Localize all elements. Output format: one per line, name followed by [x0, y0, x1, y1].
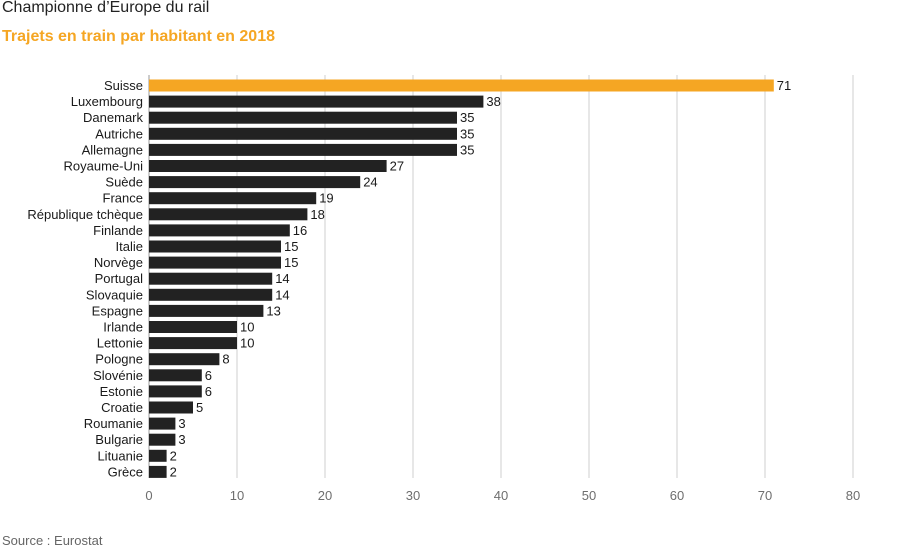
category-label: France [103, 191, 143, 206]
chart-title: Championne d’Europe du rail [2, 0, 210, 16]
data-label: 5 [196, 400, 203, 415]
x-tick-labels: 0 10 20 30 40 50 60 70 80 [145, 488, 860, 503]
category-label: Slovénie [93, 368, 143, 383]
x-tick-label: 70 [758, 488, 772, 503]
category-label: Suisse [104, 78, 143, 93]
data-label: 27 [390, 159, 404, 174]
category-label: Portugal [95, 271, 144, 286]
bar [149, 127, 457, 140]
data-label: 14 [275, 287, 289, 302]
category-label: Pologne [95, 352, 143, 367]
x-tick-label: 60 [670, 488, 684, 503]
bar [149, 449, 167, 462]
category-label: Royaume-Uni [64, 159, 144, 174]
bar [149, 79, 774, 92]
bar [149, 240, 281, 253]
category-label: Suède [105, 175, 143, 190]
value-labels: 7138353535272419181615151414131010866533… [170, 78, 792, 479]
category-label: Danemark [83, 110, 143, 125]
category-label: Italie [116, 239, 143, 254]
bar [149, 321, 237, 333]
data-label: 14 [275, 271, 289, 286]
data-label: 6 [205, 368, 212, 383]
category-label: Finlande [93, 223, 143, 238]
data-label: 35 [460, 126, 474, 141]
bar [149, 369, 202, 382]
category-label: Bulgarie [95, 432, 143, 447]
bar [149, 272, 273, 285]
bars [149, 79, 774, 478]
data-label: 71 [777, 78, 791, 93]
category-labels: SuisseLuxembourgDanemarkAutricheAllemagn… [27, 78, 143, 479]
category-label: Luxembourg [71, 94, 143, 109]
x-tick-label: 10 [230, 488, 244, 503]
x-tick-label: 80 [846, 488, 860, 503]
x-tick-label: 40 [494, 488, 508, 503]
data-label: 10 [240, 336, 254, 351]
bar [149, 176, 361, 189]
category-label: Norvège [94, 255, 143, 270]
bar [149, 224, 290, 237]
category-label: Allemagne [82, 142, 143, 157]
data-label: 8 [222, 352, 229, 367]
category-label: République tchèque [27, 207, 143, 222]
category-label: Irlande [103, 320, 143, 335]
data-label: 38 [486, 94, 500, 109]
bar [149, 256, 281, 269]
data-label: 2 [170, 464, 177, 479]
chart-subtitle: Trajets en train par habitant en 2018 [2, 28, 275, 45]
source-note: Source : Eurostat [2, 533, 103, 548]
data-label: 19 [319, 191, 333, 206]
x-tick-label: 50 [582, 488, 596, 503]
bar [149, 401, 193, 414]
data-label: 24 [363, 175, 377, 190]
x-tick-label: 30 [406, 488, 420, 503]
bar [149, 465, 167, 478]
bar [149, 385, 202, 398]
category-label: Lituanie [97, 448, 143, 463]
data-label: 35 [460, 110, 474, 125]
bar [149, 433, 176, 446]
x-tick-label: 20 [318, 488, 332, 503]
bar [149, 111, 457, 124]
data-label: 3 [178, 416, 185, 431]
bar [149, 304, 264, 317]
data-label: 16 [293, 223, 307, 238]
category-label: Grèce [108, 464, 143, 479]
data-label: 35 [460, 142, 474, 157]
data-label: 15 [284, 239, 298, 254]
data-label: 6 [205, 384, 212, 399]
x-tick-label: 0 [145, 488, 152, 503]
category-label: Slovaquie [86, 287, 143, 302]
data-label: 2 [170, 448, 177, 463]
bar [149, 95, 484, 108]
bar [149, 288, 273, 301]
bar [149, 160, 387, 172]
category-label: Lettonie [97, 336, 143, 351]
data-label: 15 [284, 255, 298, 270]
category-label: Espagne [92, 303, 143, 318]
bar [149, 417, 176, 430]
category-label: Croatie [101, 400, 143, 415]
bar [149, 208, 308, 221]
category-label: Roumanie [84, 416, 143, 431]
data-label: 18 [310, 207, 324, 222]
bar [149, 192, 317, 205]
data-label: 3 [178, 432, 185, 447]
data-label: 13 [266, 303, 280, 318]
category-label: Estonie [100, 384, 143, 399]
category-label: Autriche [95, 126, 143, 141]
data-label: 10 [240, 320, 254, 335]
bar [149, 143, 457, 156]
bar [149, 353, 220, 366]
bar [149, 337, 237, 350]
